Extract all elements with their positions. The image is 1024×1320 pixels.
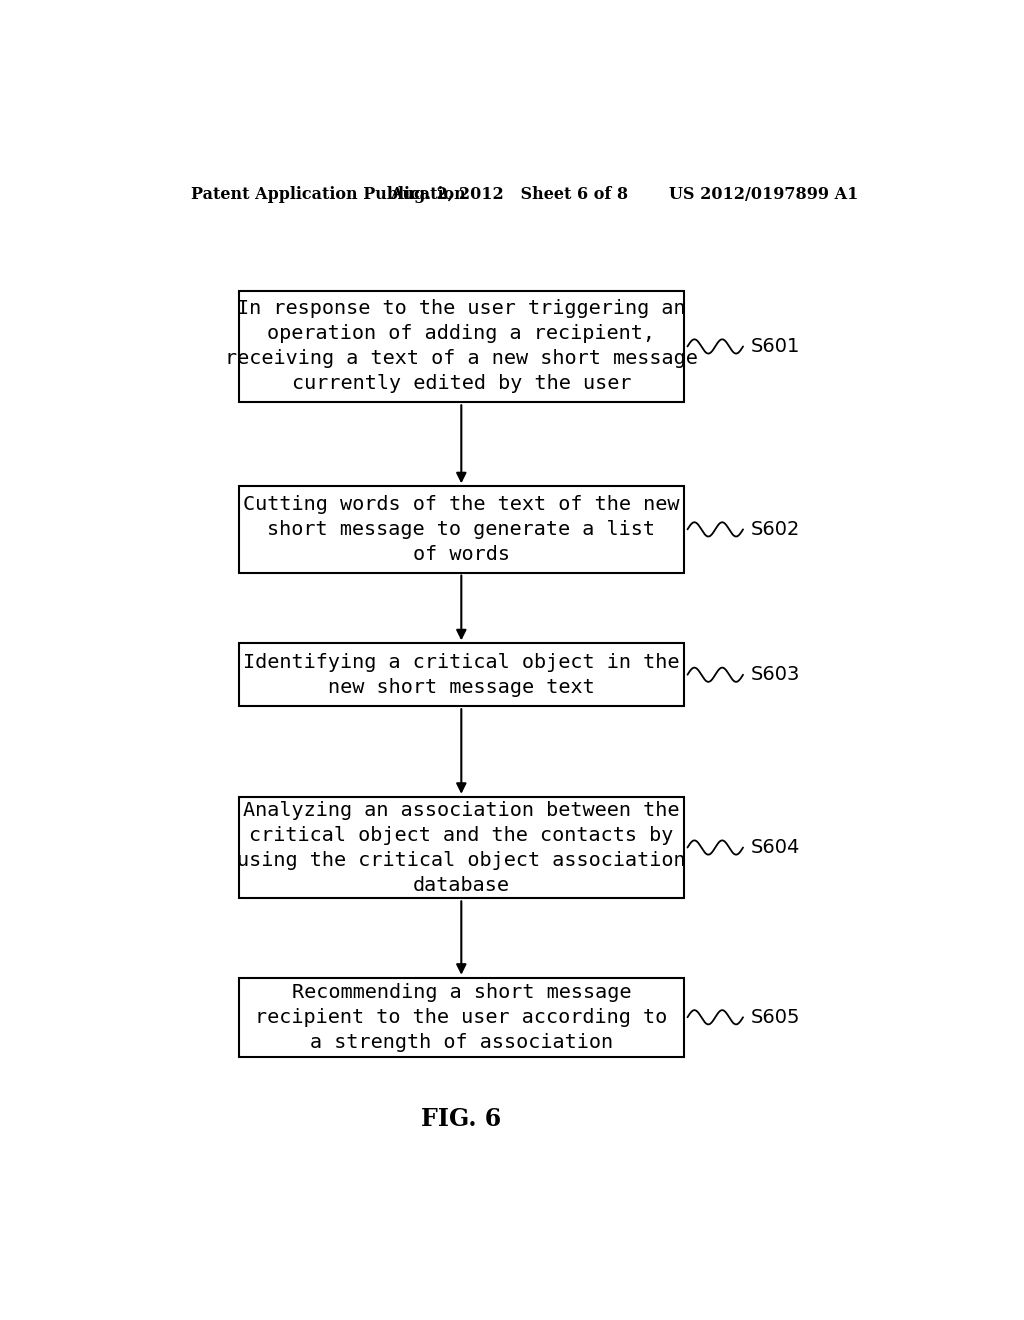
Text: Identifying a critical object in the
new short message text: Identifying a critical object in the new…	[243, 652, 680, 697]
Text: S601: S601	[751, 337, 801, 356]
Text: In response to the user triggering an
operation of adding a recipient,
receiving: In response to the user triggering an op…	[225, 300, 697, 393]
FancyBboxPatch shape	[240, 643, 684, 706]
Text: S603: S603	[751, 665, 801, 684]
FancyBboxPatch shape	[240, 797, 684, 899]
Text: Cutting words of the text of the new
short message to generate a list
of words: Cutting words of the text of the new sho…	[243, 495, 680, 564]
Text: Recommending a short message
recipient to the user according to
a strength of as: Recommending a short message recipient t…	[255, 983, 668, 1052]
Text: Aug. 2, 2012   Sheet 6 of 8: Aug. 2, 2012 Sheet 6 of 8	[390, 186, 628, 203]
Text: S605: S605	[751, 1007, 801, 1027]
Text: Analyzing an association between the
critical object and the contacts by
using t: Analyzing an association between the cri…	[237, 800, 686, 895]
Text: FIG. 6: FIG. 6	[421, 1107, 502, 1131]
Text: S604: S604	[751, 838, 801, 857]
Text: S602: S602	[751, 520, 801, 539]
FancyBboxPatch shape	[240, 978, 684, 1057]
Text: Patent Application Publication: Patent Application Publication	[191, 186, 466, 203]
Text: US 2012/0197899 A1: US 2012/0197899 A1	[669, 186, 858, 203]
FancyBboxPatch shape	[240, 486, 684, 573]
FancyBboxPatch shape	[240, 290, 684, 403]
